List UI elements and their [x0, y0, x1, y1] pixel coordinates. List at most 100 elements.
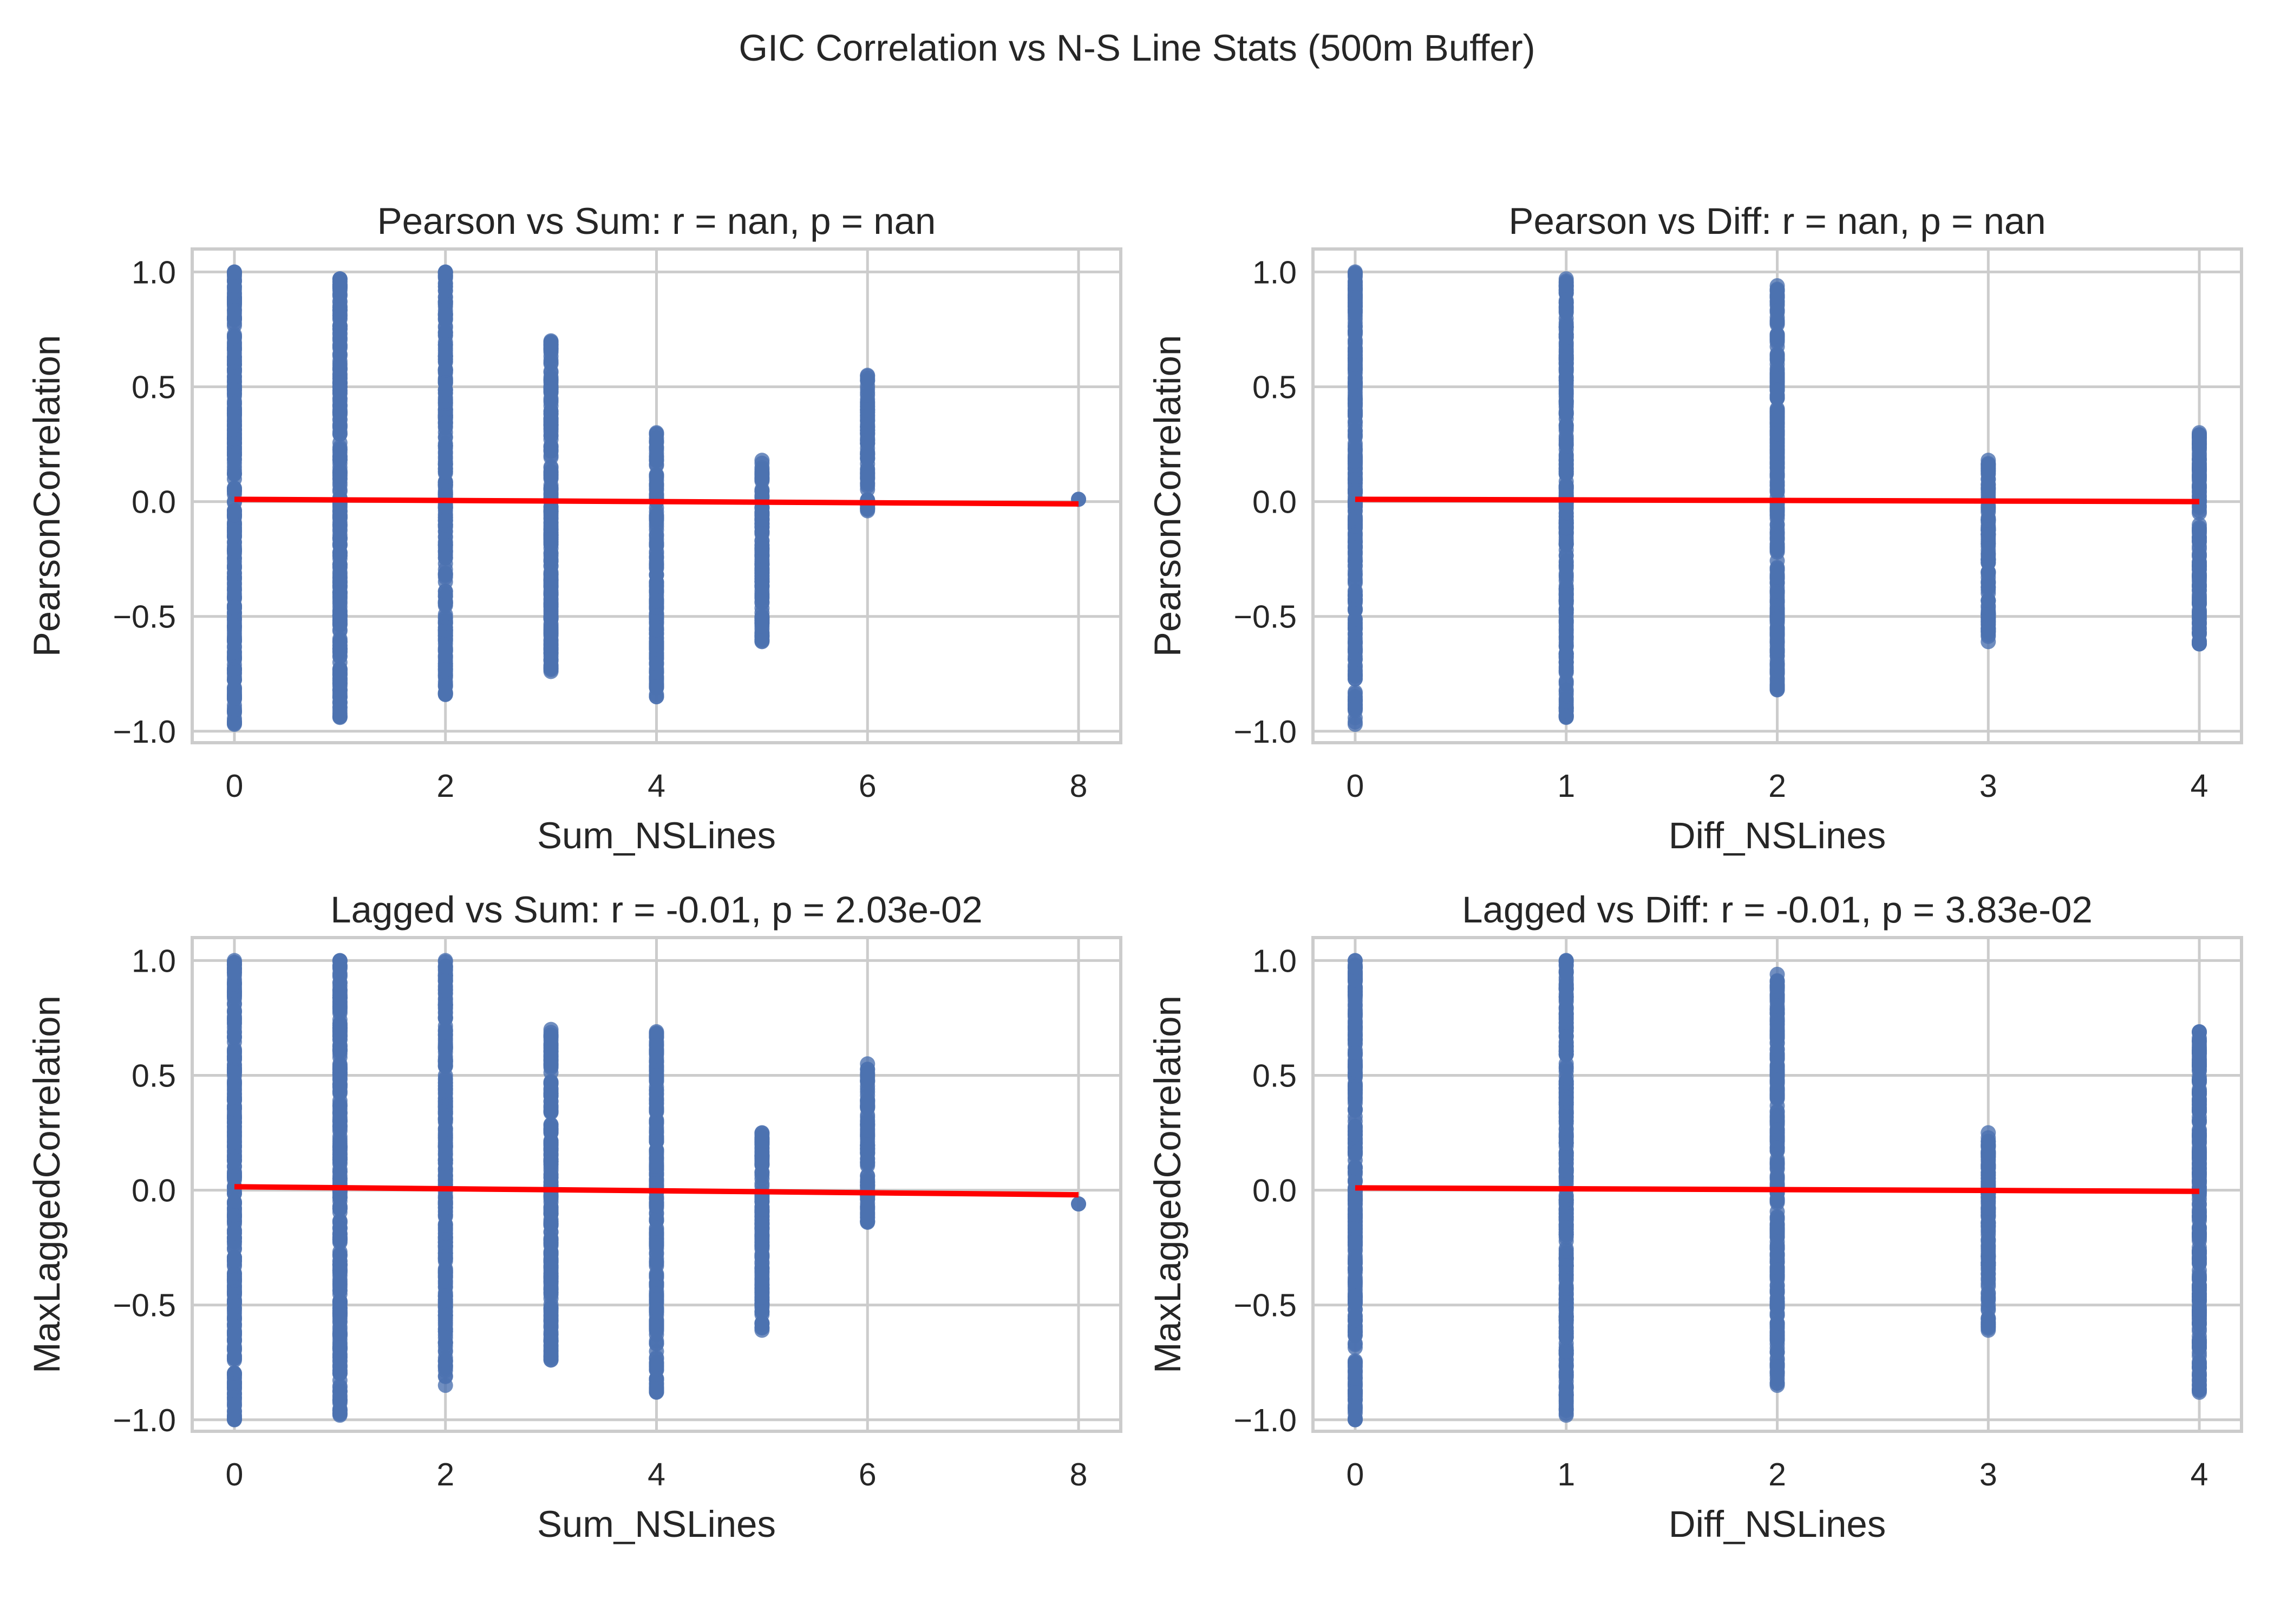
data-point	[332, 445, 348, 461]
data-point	[1558, 1403, 1574, 1418]
data-point	[860, 1066, 875, 1082]
data-point	[1558, 389, 1574, 405]
data-point	[754, 1315, 770, 1331]
data-point	[332, 411, 348, 427]
data-point	[332, 579, 348, 594]
data-point	[543, 417, 559, 433]
data-point	[226, 716, 242, 731]
data-point	[649, 1041, 664, 1057]
data-point	[226, 543, 242, 559]
data-point	[1769, 1360, 1785, 1376]
data-point	[1769, 407, 1785, 423]
data-point	[332, 375, 348, 390]
data-point	[332, 703, 348, 718]
data-point	[332, 508, 348, 524]
data-point	[1981, 484, 1996, 500]
data-point	[332, 522, 348, 538]
x-tick-label: 3	[1979, 768, 1997, 804]
data-point	[1981, 1161, 1996, 1176]
data-point	[543, 640, 559, 656]
data-point	[1769, 508, 1785, 523]
data-point	[1347, 710, 1363, 725]
data-point	[754, 1295, 770, 1311]
data-point	[1769, 390, 1785, 406]
data-point	[1769, 1107, 1785, 1123]
data-point	[437, 474, 453, 490]
data-point	[754, 533, 770, 548]
data-point	[437, 1005, 453, 1021]
data-point	[1347, 362, 1363, 377]
data-point	[1769, 574, 1785, 590]
data-point	[1769, 624, 1785, 639]
data-point	[1769, 1049, 1785, 1064]
data-point	[1981, 461, 1996, 477]
data-point	[1558, 1388, 1574, 1404]
data-point	[437, 1237, 453, 1253]
data-point	[1981, 1320, 1996, 1336]
data-point	[1347, 340, 1363, 356]
data-point	[1558, 703, 1574, 719]
data-point	[1347, 587, 1363, 603]
subplot-title: Pearson vs Diff: r = nan, p = nan	[1508, 200, 2046, 242]
data-point	[332, 483, 348, 499]
data-point	[1769, 351, 1785, 367]
data-point	[649, 507, 664, 523]
data-point	[226, 1348, 242, 1364]
data-point	[1347, 308, 1363, 324]
data-point	[437, 538, 453, 553]
data-point	[543, 1099, 559, 1115]
data-point	[437, 567, 453, 583]
x-axis-label: Diff_NSLines	[1669, 815, 1886, 856]
data-point	[860, 1128, 875, 1144]
data-point	[437, 1156, 453, 1171]
data-point	[437, 441, 453, 456]
data-point	[437, 685, 453, 700]
data-point	[332, 1168, 348, 1184]
data-point	[649, 473, 664, 488]
data-point	[1347, 1214, 1363, 1229]
data-point	[1071, 1196, 1087, 1212]
data-point	[226, 669, 242, 685]
data-point	[1769, 424, 1785, 440]
data-point	[1558, 461, 1574, 477]
data-point	[1981, 1272, 1996, 1288]
data-point	[1769, 314, 1785, 330]
data-point	[1558, 1263, 1574, 1279]
data-point	[649, 1131, 664, 1147]
data-point	[754, 1164, 770, 1180]
data-point	[1558, 406, 1574, 422]
y-axis-label: MaxLaggedCorrelation	[26, 996, 68, 1373]
data-point	[226, 1365, 242, 1381]
data-point	[754, 628, 770, 644]
x-tick-label: 2	[436, 768, 454, 804]
data-point	[1558, 1364, 1574, 1380]
data-point	[543, 390, 559, 406]
data-point	[543, 1300, 559, 1315]
data-point	[1981, 627, 1996, 643]
data-point	[860, 1146, 875, 1162]
data-point	[332, 1062, 348, 1077]
data-point	[1558, 1221, 1574, 1237]
x-tick-label: 6	[859, 768, 877, 804]
data-point	[332, 1402, 348, 1418]
data-point	[1347, 533, 1363, 549]
data-point	[226, 1273, 242, 1288]
data-point	[437, 1267, 453, 1283]
data-point	[332, 273, 348, 289]
data-point	[226, 405, 242, 421]
data-point	[1769, 672, 1785, 687]
data-point	[2192, 634, 2207, 650]
data-point	[543, 1347, 559, 1363]
data-point	[1347, 666, 1363, 682]
data-point	[226, 981, 242, 997]
data-point	[1347, 1136, 1363, 1151]
x-axis-label: Sum_NSLines	[537, 1503, 776, 1545]
data-point	[1981, 1289, 1996, 1305]
data-point	[543, 626, 559, 642]
data-point	[860, 402, 875, 417]
data-point	[226, 522, 242, 538]
data-point	[1558, 1344, 1574, 1360]
data-point	[226, 1044, 242, 1060]
data-point	[543, 369, 559, 385]
